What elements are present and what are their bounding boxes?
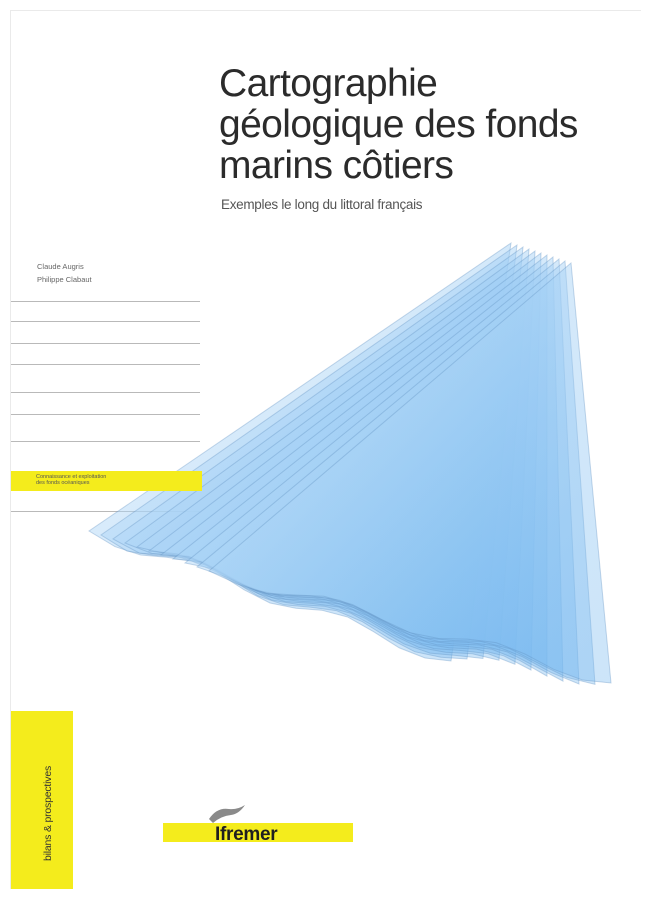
divider-line xyxy=(11,343,200,344)
collection-label: bilans & prospectives xyxy=(42,765,54,861)
divider-line xyxy=(11,301,200,302)
divider-line xyxy=(11,392,200,393)
title-line: géologique des fonds xyxy=(219,103,578,146)
author-list: Claude Augris Philippe Clabaut xyxy=(37,260,92,286)
title-line: marins côtiers xyxy=(219,144,454,187)
series-label-line: Connaissance et exploitation xyxy=(36,474,107,480)
collection-band: bilans & prospectives xyxy=(11,711,73,889)
divider-line xyxy=(11,321,200,322)
author-name: Claude Augris xyxy=(37,262,84,271)
series-label: Connaissance et exploitation des fonds o… xyxy=(36,474,106,486)
series-band: Connaissance et exploitation des fonds o… xyxy=(11,471,202,491)
seafloor-layer xyxy=(208,261,612,684)
ifremer-logo-mark-icon xyxy=(209,805,245,823)
publisher-logo: Ifremer xyxy=(215,824,278,845)
divider-line xyxy=(11,441,200,442)
book-cover: Cartographie géologique des fonds marins… xyxy=(10,10,641,889)
publisher-band xyxy=(163,823,353,842)
book-title: Cartographie géologique des fonds marins… xyxy=(219,63,578,186)
divider-line xyxy=(11,511,200,512)
title-line: Cartographie xyxy=(219,62,438,105)
layer-stack xyxy=(88,241,612,686)
divider-line xyxy=(11,364,200,365)
book-subtitle: Exemples le long du littoral français xyxy=(221,197,423,212)
series-label-line: des fonds océaniques xyxy=(36,480,90,486)
divider-line xyxy=(11,414,200,415)
author-name: Philippe Clabaut xyxy=(37,275,92,284)
stacked-seafloor-layers-illustration xyxy=(88,241,612,686)
